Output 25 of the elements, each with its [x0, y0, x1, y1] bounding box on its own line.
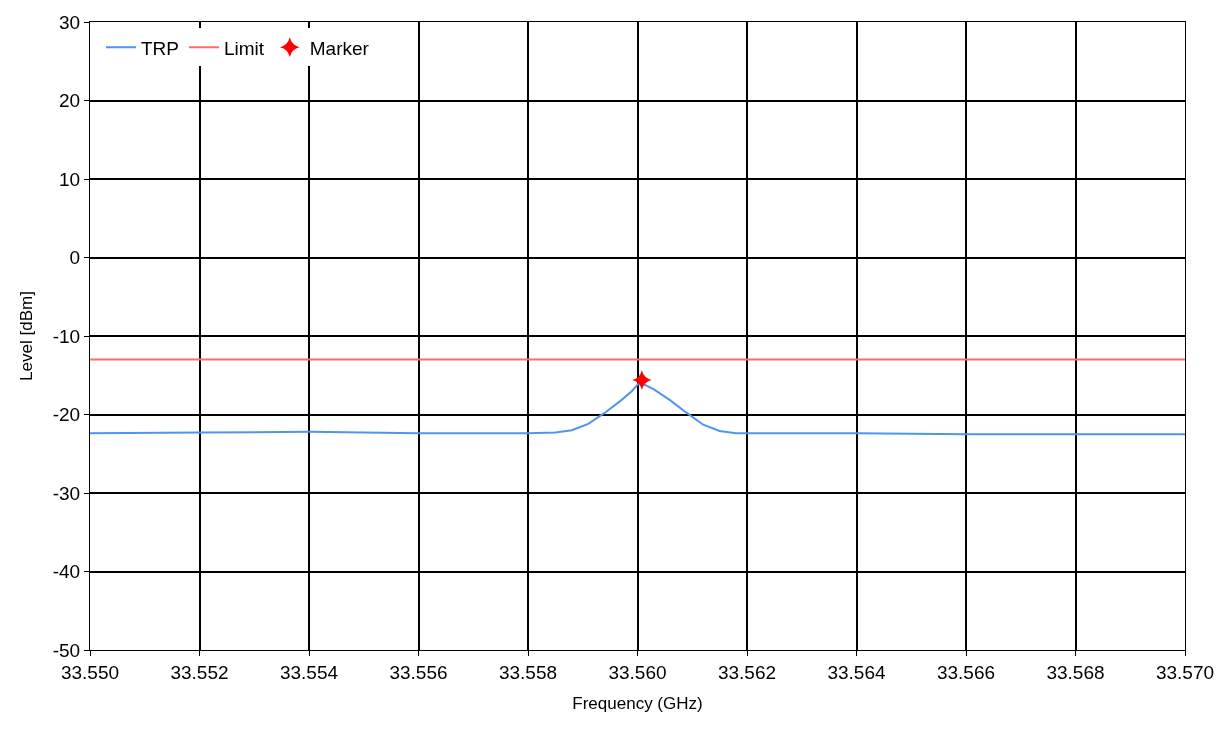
y-tick-label: -10 — [52, 325, 81, 347]
legend-label: Limit — [223, 37, 265, 59]
legend-label: Marker — [309, 37, 370, 59]
x-tick-label: 33.552 — [170, 661, 229, 683]
x-axis-title: Frequency (GHz) — [572, 694, 703, 714]
x-tick-label: 33.570 — [1155, 661, 1215, 683]
x-tick-label: 33.564 — [827, 661, 886, 683]
y-tick-label: 20 — [59, 90, 81, 112]
x-tick-label: 33.554 — [279, 661, 339, 683]
x-tick-label: 33.560 — [608, 661, 667, 683]
y-tick-label: -20 — [52, 404, 81, 426]
x-tick-label: 33.568 — [1046, 661, 1105, 683]
x-tick-label: 33.550 — [60, 661, 120, 683]
x-tick-label: 33.558 — [498, 661, 558, 683]
y-tick-label: -30 — [52, 482, 81, 504]
y-tick-label: -40 — [52, 561, 81, 583]
legend-label: TRP — [140, 37, 179, 59]
y-tick-label: 30 — [59, 11, 81, 33]
y-axis-title: Level [dBm] — [17, 291, 37, 381]
y-tick-label: 10 — [59, 168, 81, 190]
x-tick-label: 33.562 — [717, 661, 777, 683]
y-tick-label: -50 — [52, 639, 81, 661]
x-tick-label: 33.556 — [389, 661, 448, 683]
x-tick-label: 33.566 — [936, 661, 996, 683]
y-tick-label: 0 — [69, 247, 81, 269]
